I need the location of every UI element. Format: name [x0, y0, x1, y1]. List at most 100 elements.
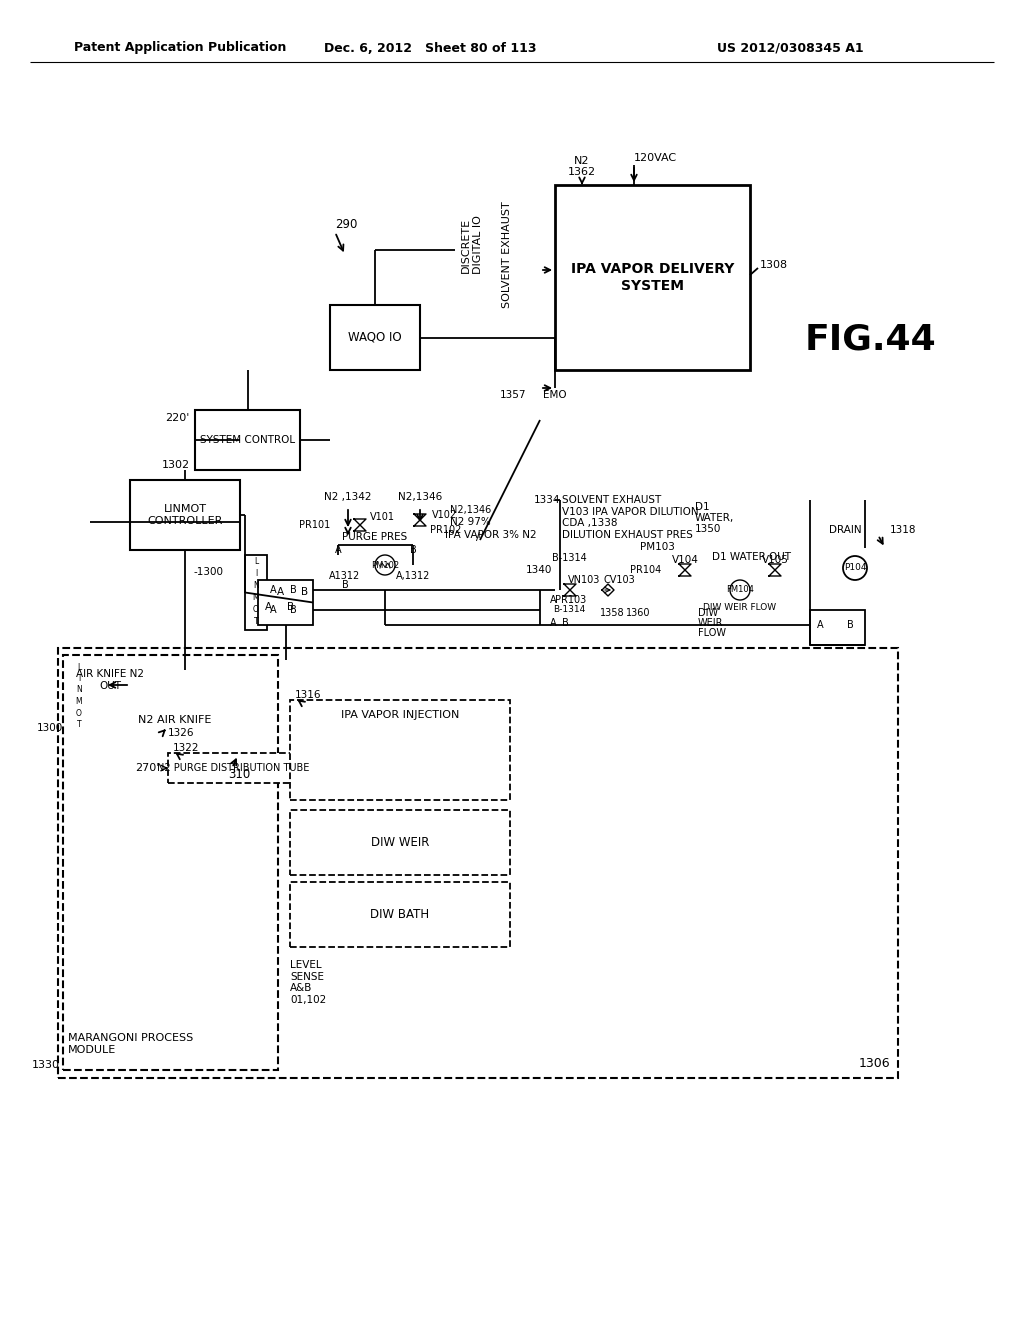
Text: 1358: 1358 — [600, 609, 625, 618]
Bar — [290, 882, 510, 946]
Bar — [130, 480, 240, 550]
Text: O: O — [253, 606, 259, 615]
Text: AIR KNIFE N2
OUT: AIR KNIFE N2 OUT — [76, 669, 144, 690]
Text: N2 PURGE DISTRIBUTION TUBE: N2 PURGE DISTRIBUTION TUBE — [157, 763, 309, 774]
Text: 120VAC: 120VAC — [634, 153, 677, 162]
Text: N2,1346: N2,1346 — [398, 492, 442, 502]
Bar — [63, 655, 278, 1071]
Text: A: A — [270, 585, 276, 595]
Text: LINMOT
CONTROLLER: LINMOT CONTROLLER — [147, 504, 222, 525]
Text: LEVEL
SENSE
A&B
01,102: LEVEL SENSE A&B 01,102 — [290, 960, 327, 1005]
Text: US 2012/0308345 A1: US 2012/0308345 A1 — [717, 41, 863, 54]
Text: I: I — [78, 675, 80, 682]
Text: D1: D1 — [695, 502, 710, 512]
Bar — [290, 700, 510, 800]
Text: SOLVENT EXHAUST: SOLVENT EXHAUST — [502, 202, 512, 309]
Text: 290: 290 — [335, 219, 357, 231]
Text: D1 WATER OUT: D1 WATER OUT — [712, 552, 791, 562]
Text: 1322: 1322 — [173, 743, 200, 752]
Text: N2 AIR KNIFE: N2 AIR KNIFE — [138, 715, 212, 725]
Text: N2: N2 — [574, 156, 590, 166]
Text: N2,1346: N2,1346 — [450, 506, 492, 515]
Text: 1330: 1330 — [32, 1060, 60, 1071]
Text: 1306: 1306 — [858, 1057, 890, 1071]
Text: 1350: 1350 — [695, 524, 721, 535]
Text: IPA VAPOR 3% N2: IPA VAPOR 3% N2 — [445, 531, 537, 540]
Text: 310: 310 — [228, 768, 250, 781]
Text: A: A — [817, 620, 823, 630]
Text: A: A — [335, 545, 341, 554]
Text: B-1314: B-1314 — [553, 606, 586, 615]
Text: SOLVENT EXHAUST: SOLVENT EXHAUST — [562, 495, 662, 506]
Text: FM104: FM104 — [726, 586, 754, 594]
Text: WAQO IO: WAQO IO — [348, 331, 401, 345]
Text: WEIR: WEIR — [698, 618, 724, 628]
Text: B: B — [290, 585, 297, 595]
Bar — [290, 810, 510, 875]
Text: DIW BATH: DIW BATH — [371, 908, 429, 921]
Text: T: T — [254, 618, 258, 627]
Text: DILUTION EXHAUST PRES: DILUTION EXHAUST PRES — [562, 531, 693, 540]
Text: 220': 220' — [166, 413, 190, 422]
Text: 1360: 1360 — [626, 609, 650, 618]
Text: -1300: -1300 — [194, 568, 224, 577]
Text: N: N — [253, 582, 259, 590]
Text: M: M — [76, 697, 82, 706]
Text: 1316: 1316 — [295, 690, 322, 700]
Text: B: B — [288, 602, 295, 612]
Text: A,1312: A,1312 — [396, 572, 430, 581]
Text: T: T — [77, 719, 81, 729]
Text: A: A — [264, 602, 271, 612]
Bar — [245, 554, 267, 630]
Bar — [168, 752, 298, 783]
Text: B: B — [290, 605, 297, 615]
Text: DIW WEIR: DIW WEIR — [371, 836, 429, 849]
Text: Patent Application Publication: Patent Application Publication — [74, 41, 286, 54]
Text: /: / — [476, 532, 480, 543]
Text: Dec. 6, 2012   Sheet 80 of 113: Dec. 6, 2012 Sheet 80 of 113 — [324, 41, 537, 54]
Text: B: B — [342, 579, 348, 590]
Text: FLOW: FLOW — [698, 628, 726, 638]
Text: N2 97%: N2 97% — [450, 517, 490, 527]
Text: B: B — [847, 620, 854, 630]
Text: PR103: PR103 — [555, 595, 587, 605]
Text: DIW WEIR FLOW: DIW WEIR FLOW — [703, 603, 776, 612]
Text: WATER,: WATER, — [695, 513, 734, 523]
Bar — [195, 411, 300, 470]
Text: EMO: EMO — [543, 389, 566, 400]
Text: 1302: 1302 — [162, 459, 190, 470]
Bar — [810, 610, 865, 645]
Text: SYSTEM CONTROL: SYSTEM CONTROL — [200, 436, 295, 445]
Text: V104: V104 — [672, 554, 698, 565]
Text: V102: V102 — [432, 510, 457, 520]
Text: FIG.44: FIG.44 — [804, 323, 936, 356]
Text: A1312: A1312 — [330, 572, 360, 581]
Text: 1340: 1340 — [525, 565, 552, 576]
Text: A: A — [550, 595, 556, 605]
Bar — [68, 660, 90, 738]
Text: B-1314: B-1314 — [552, 553, 587, 564]
Text: B: B — [410, 545, 417, 554]
Text: DISCRETE
DIGITAL IO: DISCRETE DIGITAL IO — [461, 215, 482, 275]
Bar — [555, 185, 750, 370]
Text: 270': 270' — [135, 763, 160, 774]
Text: VN103: VN103 — [568, 576, 600, 585]
Text: L: L — [254, 557, 258, 566]
Text: PURGE PRES: PURGE PRES — [342, 532, 408, 543]
Text: PM102: PM102 — [371, 561, 399, 569]
Text: PR101: PR101 — [299, 520, 330, 531]
Bar — [58, 648, 898, 1078]
Text: MARANGONI PROCESS
MODULE: MARANGONI PROCESS MODULE — [68, 1034, 194, 1055]
Text: 1318: 1318 — [890, 525, 916, 535]
Text: 1300: 1300 — [37, 723, 63, 733]
Text: PR102: PR102 — [430, 525, 462, 535]
Text: A: A — [270, 605, 276, 615]
Bar — [258, 579, 313, 624]
Text: DIW: DIW — [698, 609, 718, 618]
Text: PR104: PR104 — [630, 565, 662, 576]
Text: IPA VAPOR DELIVERY
SYSTEM: IPA VAPOR DELIVERY SYSTEM — [570, 263, 734, 293]
Text: O: O — [76, 709, 82, 718]
Text: V105: V105 — [762, 554, 788, 565]
Text: N2 ,1342: N2 ,1342 — [325, 492, 372, 502]
Text: V101: V101 — [370, 512, 395, 521]
